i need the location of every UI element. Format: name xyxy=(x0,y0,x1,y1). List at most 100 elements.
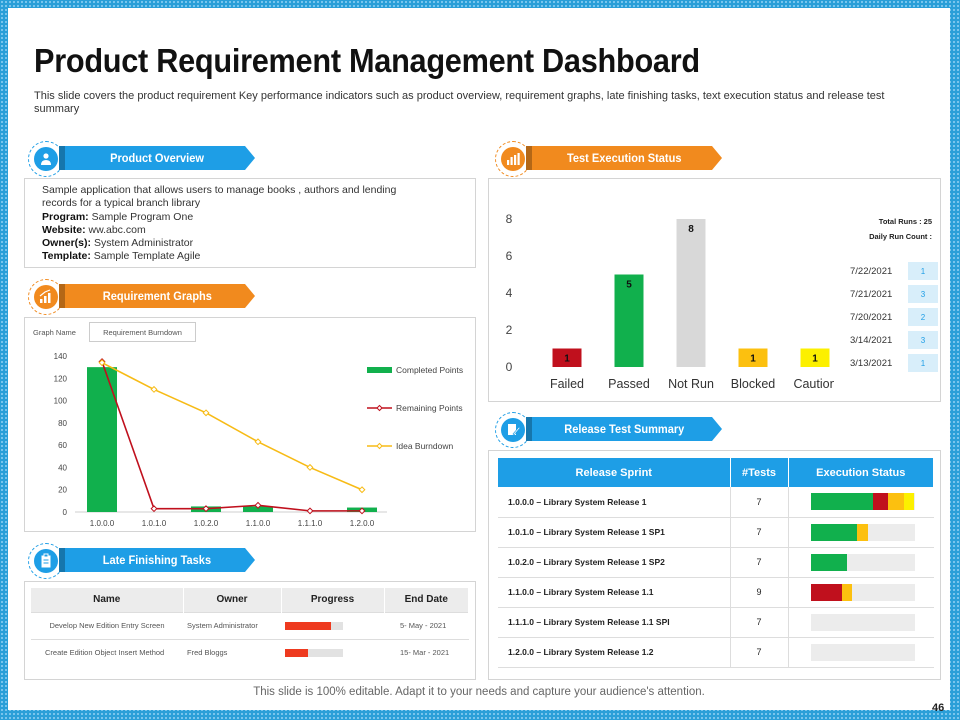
product-overview-panel: Sample application that allows users to … xyxy=(24,178,476,268)
execution-status-bar xyxy=(810,493,915,511)
test-execution-chart: 0 2 4 6 8 1 Failed 5 Passed 8 Not Run 1 Blocked 1 Caut… xyxy=(506,212,834,391)
execution-status-bar xyxy=(810,643,915,661)
list-item: 7/22/2021 1 xyxy=(850,262,942,280)
section-header-product-overview: Product Overview xyxy=(28,141,268,177)
y-tick-label: 40 xyxy=(58,463,67,472)
y-tick-label: 4 xyxy=(506,286,513,300)
data-label: 1 xyxy=(750,354,756,365)
table-row[interactable]: Develop New Edition Entry Screen System … xyxy=(31,611,469,639)
table-row[interactable]: 1.0.2.0 – Library System Release 1 SP2 7 xyxy=(498,547,934,578)
release-sprint: 1.1.0.0 – Library System Release 1.1 xyxy=(498,577,730,608)
status-segment xyxy=(841,583,853,601)
series-line xyxy=(101,361,362,512)
release-tests: 7 xyxy=(729,547,789,578)
x-tick-label: Not Run xyxy=(668,377,714,391)
table-row[interactable]: 1.1.0.0 – Library System Release 1.1 9 xyxy=(498,577,934,608)
x-tick-label: Failed xyxy=(550,377,584,391)
execution-status xyxy=(788,487,934,518)
release-summary-table: Release Sprint #Tests Execution Status 1… xyxy=(498,458,934,668)
status-segment xyxy=(810,523,858,541)
section-label: Test Execution Status xyxy=(526,146,722,170)
data-point xyxy=(150,505,158,513)
x-tick-label: 1.0.1.0 xyxy=(142,519,167,528)
product-field: Template: Sample Template Agile xyxy=(42,250,201,262)
data-point xyxy=(306,463,314,471)
table-row[interactable]: 1.1.1.0 – Library System Release 1.1 SPI… xyxy=(498,607,934,638)
progress-fill xyxy=(285,648,309,657)
page-number: 46 xyxy=(932,702,945,714)
footer-note: This slide is 100% editable. Adapt it to… xyxy=(253,686,705,698)
daily-run-count-label: Daily Run Count : xyxy=(869,232,932,241)
y-tick-label: 80 xyxy=(58,419,67,428)
execution-status xyxy=(788,547,934,578)
y-tick-label: 140 xyxy=(54,352,68,361)
graph-name-select[interactable]: Requirement Burndown xyxy=(89,322,196,342)
column-header: End Date xyxy=(384,588,469,612)
product-field: Owner(s): System Administrator xyxy=(42,237,194,249)
column-header: Name xyxy=(31,588,184,612)
section-header-test-execution: Test Execution Status xyxy=(495,141,735,177)
data-point xyxy=(254,501,262,509)
data-point xyxy=(98,359,106,367)
release-sprint: 1.0.0.0 – Library System Release 1 xyxy=(498,487,730,518)
data-point xyxy=(306,507,314,515)
test-execution-panel: 0 2 4 6 8 1 Failed 5 Passed 8 Not Run 1 Blocked 1 Caut… xyxy=(488,178,941,402)
slide: Product Requirement Management Dashboard… xyxy=(8,8,950,714)
y-tick-label: 8 xyxy=(506,212,513,226)
table-row[interactable]: 1.2.0.0 – Library System Release 1.2 7 xyxy=(498,637,934,668)
bar-chart-icon xyxy=(495,141,531,177)
late-tasks-table: Name Owner Progress End Date Develop New… xyxy=(31,588,469,666)
data-point xyxy=(150,385,158,393)
release-tests: 7 xyxy=(729,637,789,668)
y-tick-label: 0 xyxy=(506,360,513,374)
execution-status-bar xyxy=(810,613,915,631)
legend-swatch xyxy=(367,367,392,373)
list-item: 7/21/2021 3 xyxy=(850,285,942,303)
status-segment xyxy=(872,493,889,511)
status-segment xyxy=(810,553,847,571)
x-tick-label: Blocked xyxy=(731,377,776,391)
data-point xyxy=(202,505,210,513)
y-tick-label: 6 xyxy=(506,249,513,263)
bar xyxy=(676,219,706,367)
column-header: #Tests xyxy=(730,458,789,487)
section-label: Late Finishing Tasks xyxy=(59,548,255,572)
x-tick-label: Passed xyxy=(608,377,650,391)
task-progress xyxy=(281,638,384,666)
task-progress xyxy=(281,611,384,639)
x-tick-label: 1.0.0.0 xyxy=(90,519,115,528)
legend-marker xyxy=(376,404,383,412)
table-row[interactable]: Create Edition Object Insert Method Fred… xyxy=(31,638,469,666)
task-name: Develop New Edition Entry Screen xyxy=(31,611,183,639)
status-segment xyxy=(810,583,842,601)
bar xyxy=(552,348,582,367)
column-header: Execution Status xyxy=(788,458,934,487)
execution-status-bar xyxy=(810,553,915,571)
task-owner: System Administrator xyxy=(183,611,281,639)
data-point xyxy=(358,507,366,515)
section-header-requirement-graphs: Requirement Graphs xyxy=(28,279,268,315)
burndown-chart: 0 20 40 60 80 100 120 140 1.0.0.0 1.0.1.0 1.0.2.0 1… xyxy=(54,352,463,528)
execution-status-bar xyxy=(810,583,915,601)
y-tick-label: 60 xyxy=(58,441,67,450)
release-tests: 7 xyxy=(729,487,789,518)
product-field: Program: Sample Program One xyxy=(42,211,194,223)
series-line xyxy=(101,361,363,491)
data-point xyxy=(202,409,210,417)
section-label: Product Overview xyxy=(59,146,255,170)
daily-runs-list: 7/22/2021 1 7/21/2021 3 7/20/2021 2 3/14/20… xyxy=(850,262,942,382)
y-tick-label: 120 xyxy=(54,374,68,383)
bar xyxy=(243,506,273,512)
page-subtitle: This slide covers the product requiremen… xyxy=(34,90,885,115)
legend-marker xyxy=(376,442,383,450)
chart-up-icon xyxy=(28,279,64,315)
progress-bar xyxy=(285,648,343,657)
graph-name-label: Graph Name xyxy=(33,328,76,337)
table-row[interactable]: 1.0.1.0 – Library System Release 1 SP1 7 xyxy=(498,517,934,548)
bar xyxy=(738,348,768,367)
bar xyxy=(614,274,644,367)
column-header: Release Sprint xyxy=(498,458,731,487)
legend-label: Idea Burndown xyxy=(396,441,453,451)
data-point xyxy=(358,486,366,494)
